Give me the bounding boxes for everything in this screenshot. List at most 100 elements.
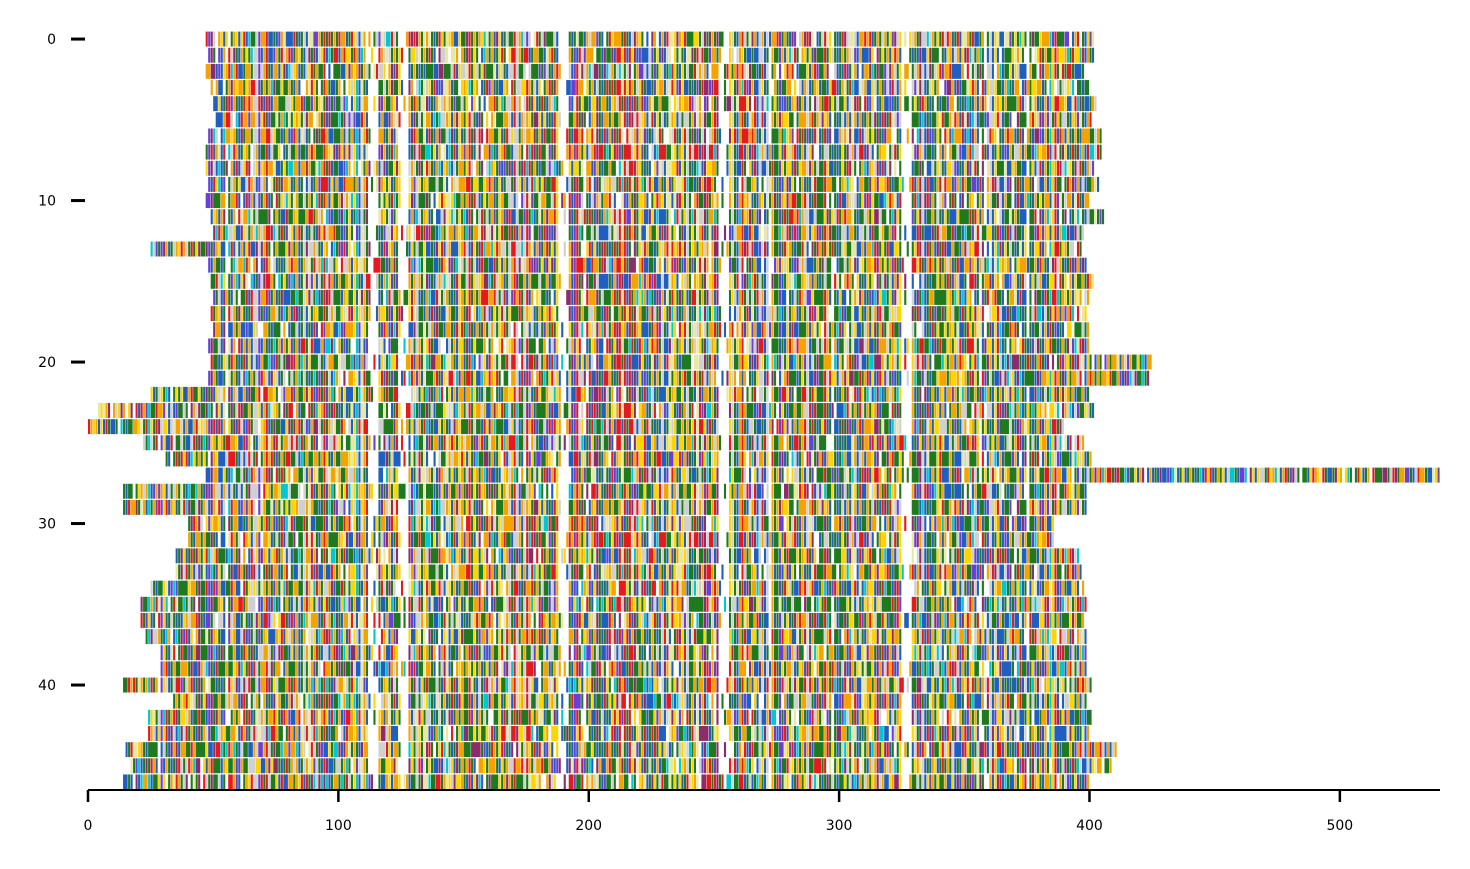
residue-cell <box>1079 96 1082 112</box>
residue-cell <box>245 144 248 160</box>
residue-cell <box>859 112 862 128</box>
residue-cell <box>556 80 559 95</box>
residue-cell <box>568 176 571 192</box>
residue-cell <box>779 128 782 144</box>
residue-cell <box>593 128 596 144</box>
residue-cell <box>864 96 867 112</box>
residue-cell <box>751 209 754 225</box>
residue-cell <box>563 193 566 209</box>
residue-cell <box>1024 273 1027 289</box>
residue-cell <box>748 128 752 144</box>
residue-cell <box>295 31 298 47</box>
residue-cell <box>518 128 521 144</box>
residue-cell <box>355 289 358 305</box>
residue-cell <box>686 193 689 209</box>
residue-cell <box>693 273 696 289</box>
residue-cell <box>1071 128 1075 144</box>
residue-cell <box>375 31 379 47</box>
residue-cell <box>551 47 554 63</box>
residue-cell <box>273 96 278 112</box>
residue-cell <box>1016 241 1019 257</box>
residue-cell <box>911 241 914 257</box>
residue-cell <box>726 241 729 257</box>
residue-cell <box>596 128 599 144</box>
residue-cell <box>1036 193 1039 209</box>
residue-cell <box>546 241 549 257</box>
residue-cell <box>916 209 919 225</box>
residue-cell <box>240 306 243 322</box>
residue-cell <box>676 257 679 273</box>
residue-cell <box>1071 47 1075 63</box>
residue-cell <box>265 80 268 95</box>
residue-cell <box>986 257 989 273</box>
residue-cell <box>658 31 661 47</box>
residue-cell <box>651 225 656 241</box>
residue-cell <box>481 112 484 128</box>
residue-cell <box>496 63 499 79</box>
residue-cell <box>879 144 882 160</box>
residue-cell <box>974 273 977 289</box>
residue-cell <box>588 209 591 225</box>
residue-cell <box>1021 80 1024 95</box>
residue-cell <box>698 273 701 289</box>
residue-cell <box>976 209 979 225</box>
sequence-row <box>210 209 1105 225</box>
residue-cell <box>849 128 852 144</box>
residue-cell <box>816 273 819 289</box>
residue-cell <box>613 80 616 95</box>
residue-cell <box>588 241 591 257</box>
residue-cell <box>638 63 644 79</box>
residue-cell <box>608 144 611 160</box>
residue-cell <box>1096 144 1100 160</box>
residue-cell <box>799 128 802 144</box>
residue-cell <box>290 128 293 144</box>
residue-cell <box>746 31 749 47</box>
residue-cell <box>255 257 258 273</box>
residue-cell <box>801 96 804 112</box>
residue-cell <box>310 225 313 241</box>
residue-cell <box>240 209 243 225</box>
residue-cell <box>884 47 887 63</box>
residue-cell <box>488 209 491 225</box>
residue-cell <box>701 80 704 95</box>
residue-cell <box>1036 257 1039 273</box>
residue-cell <box>911 176 914 192</box>
residue-cell <box>285 209 288 225</box>
residue-cell <box>756 31 759 47</box>
residue-cell <box>779 96 782 112</box>
residue-cell <box>295 80 298 95</box>
residue-cell <box>255 241 258 257</box>
residue-cell <box>335 241 338 257</box>
residue-cell <box>821 257 824 273</box>
residue-cell <box>353 96 356 112</box>
residue-cell <box>598 289 601 305</box>
residue-cell <box>633 225 636 241</box>
residue-cell <box>528 31 531 47</box>
residue-cell <box>821 80 827 95</box>
residue-cell <box>456 273 459 289</box>
residue-cell <box>370 47 374 63</box>
residue-cell <box>576 225 579 241</box>
residue-cell <box>914 241 917 257</box>
residue-cell <box>248 80 251 95</box>
residue-cell <box>728 31 732 47</box>
residue-cell <box>969 80 972 95</box>
residue-cell <box>708 47 712 63</box>
residue-cell <box>295 241 298 257</box>
residue-cell <box>1059 128 1062 144</box>
residue-cell <box>335 257 338 273</box>
residue-cell <box>303 47 306 63</box>
residue-cell <box>951 160 954 176</box>
residue-cell <box>653 289 656 305</box>
residue-cell <box>593 306 596 322</box>
residue-cell <box>481 63 484 79</box>
residue-cell <box>856 63 859 79</box>
residue-cell <box>984 289 987 305</box>
residue-cell <box>809 112 812 128</box>
residue-cell <box>426 144 431 160</box>
residue-cell <box>681 112 684 128</box>
residue-cell <box>774 257 777 273</box>
residue-cell <box>586 63 589 79</box>
residue-cell <box>426 193 429 209</box>
residue-cell <box>761 96 764 112</box>
